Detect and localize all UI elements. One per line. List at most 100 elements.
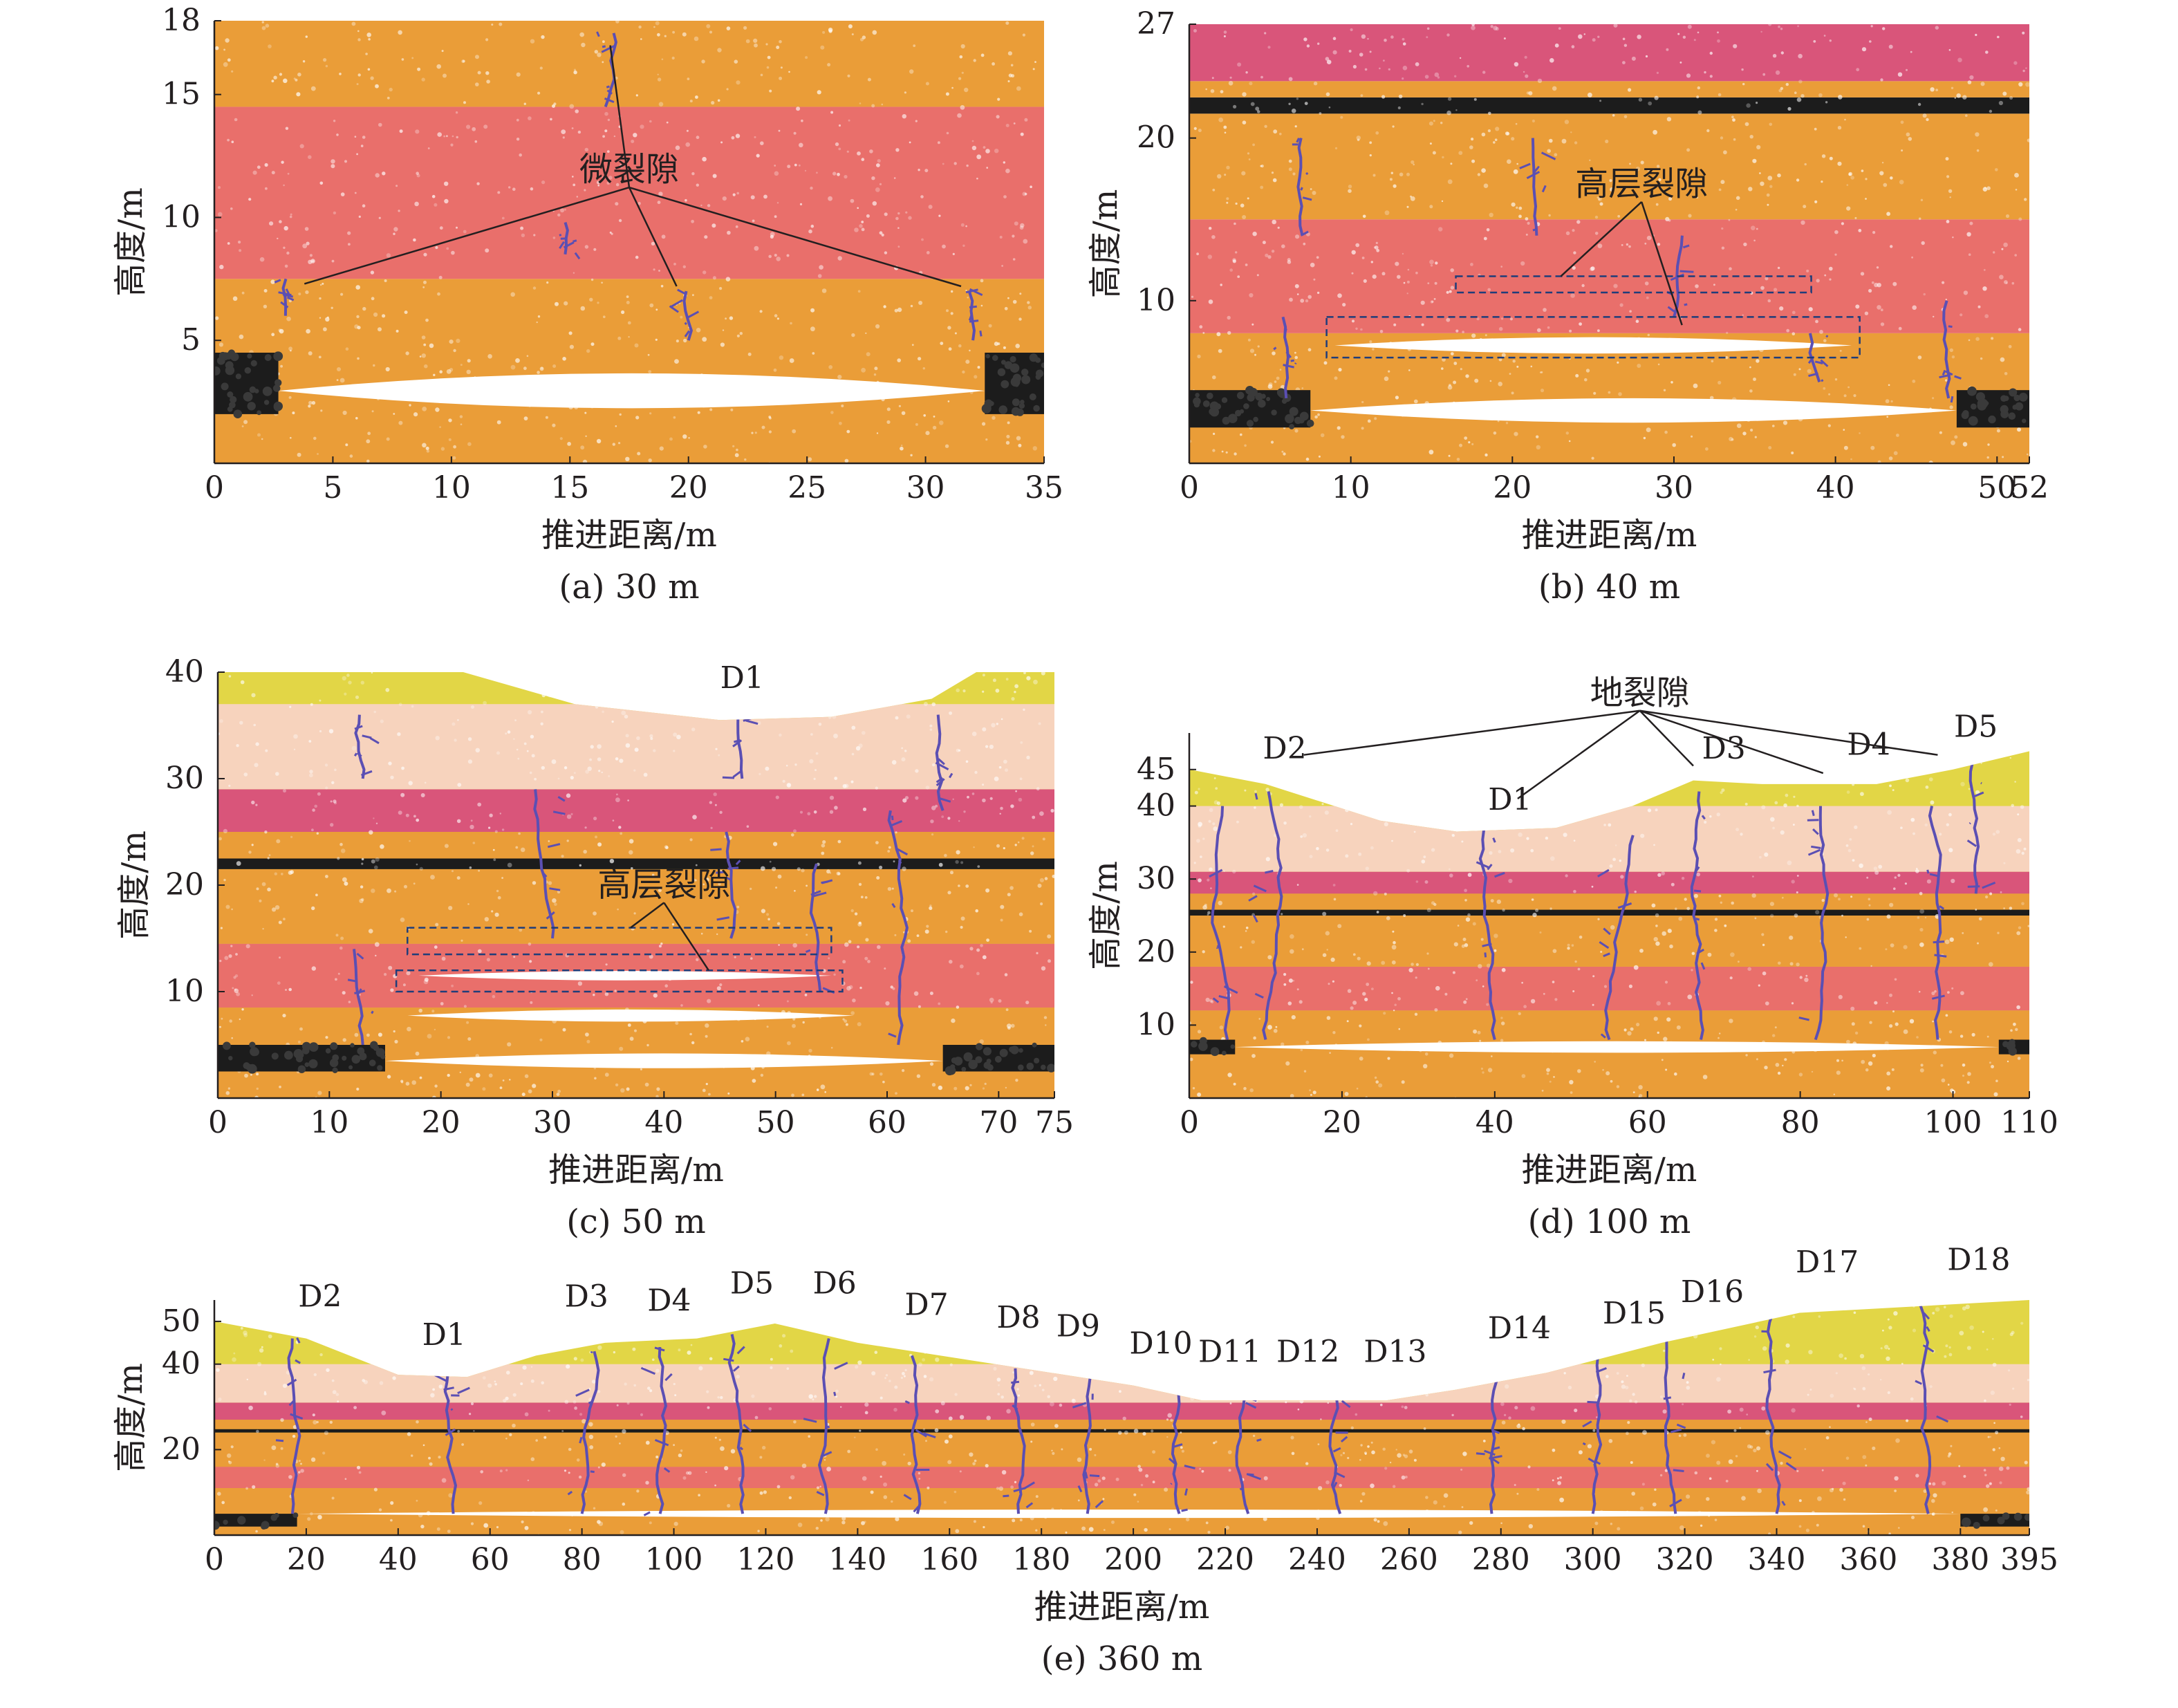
particle-speck xyxy=(354,192,357,194)
particle-speck xyxy=(1296,1391,1299,1395)
particle-speck xyxy=(317,453,319,455)
y-tick-label: 10 xyxy=(1137,1007,1175,1042)
particle-speck xyxy=(1718,188,1722,192)
particle-speck xyxy=(878,1340,883,1344)
particle-speck xyxy=(225,38,230,43)
particle-speck xyxy=(1375,1080,1379,1084)
y-tick-label: 18 xyxy=(162,3,201,38)
crack-branch xyxy=(1332,1447,1341,1453)
particle-speck xyxy=(812,1398,815,1401)
particle-speck xyxy=(924,1351,927,1354)
coal-pillar xyxy=(214,349,283,418)
particle-speck xyxy=(1030,851,1034,855)
particle-speck xyxy=(1731,438,1734,441)
particle-speck xyxy=(658,683,661,686)
particle-speck xyxy=(1896,434,1899,437)
particle-speck xyxy=(1441,200,1444,203)
particle-speck xyxy=(1577,967,1581,971)
particle-speck xyxy=(1190,981,1193,984)
particle-speck xyxy=(1151,1429,1154,1433)
particle-speck xyxy=(1442,792,1446,797)
particle-speck xyxy=(1742,431,1747,436)
particle-speck xyxy=(1395,396,1399,400)
panel-body xyxy=(218,672,1054,1098)
particle-speck xyxy=(775,795,779,799)
coal-particle xyxy=(1306,419,1314,427)
coal-particle xyxy=(284,1050,293,1060)
particle-speck xyxy=(1989,1061,1991,1064)
particle-speck xyxy=(1014,221,1018,226)
particle-speck xyxy=(219,960,222,963)
particle-speck xyxy=(826,1467,831,1472)
particle-speck xyxy=(1251,323,1254,326)
particle-speck xyxy=(1949,405,1953,409)
coal-particle xyxy=(239,1516,244,1521)
particle-speck xyxy=(282,1384,288,1389)
coal-particle xyxy=(963,1052,973,1061)
particle-speck xyxy=(573,68,577,71)
particle-speck xyxy=(891,887,894,890)
particle-speck xyxy=(653,993,658,998)
particle-speck xyxy=(967,296,969,299)
particle-speck xyxy=(357,357,360,360)
coal-particle xyxy=(247,1064,257,1074)
particle-speck xyxy=(1137,1501,1139,1503)
particle-speck xyxy=(1744,1315,1749,1319)
particle-speck xyxy=(2020,805,2025,809)
particle-speck xyxy=(564,301,568,306)
particle-speck xyxy=(413,882,416,885)
particle-speck xyxy=(1480,938,1484,941)
particle-speck xyxy=(1335,829,1339,833)
particle-speck xyxy=(1670,882,1675,887)
particle-speck xyxy=(1926,118,1929,122)
crack-branch xyxy=(1798,1017,1809,1021)
particle-speck xyxy=(1577,1069,1581,1073)
particle-speck xyxy=(1169,1528,1171,1530)
particle-speck xyxy=(651,241,655,246)
particle-speck xyxy=(387,1328,389,1330)
particle-speck xyxy=(1576,220,1581,224)
particle-speck xyxy=(691,1041,695,1045)
particle-speck xyxy=(1122,1416,1126,1420)
particle-speck xyxy=(1391,839,1393,842)
particle-speck xyxy=(1516,163,1518,165)
particle-speck xyxy=(595,835,597,839)
particle-speck xyxy=(528,709,532,715)
particle-speck xyxy=(475,82,479,86)
particle-speck xyxy=(773,842,778,846)
particle-speck xyxy=(573,1400,577,1404)
particle-speck xyxy=(1932,1482,1936,1486)
particle-speck xyxy=(865,332,867,335)
particle-speck xyxy=(2011,1330,2015,1335)
particle-speck xyxy=(636,736,640,741)
particle-speck xyxy=(1476,979,1478,982)
particle-speck xyxy=(1252,892,1256,895)
particle-speck xyxy=(1697,110,1702,115)
particle-speck xyxy=(1821,1469,1824,1472)
particle-speck xyxy=(796,106,801,111)
particle-speck xyxy=(1000,904,1005,909)
particle-speck xyxy=(1014,1480,1017,1483)
particle-speck xyxy=(959,55,963,59)
particle-speck xyxy=(875,324,880,329)
crack-branch xyxy=(1254,992,1264,999)
particle-speck xyxy=(1312,191,1316,195)
particle-speck xyxy=(1471,443,1474,445)
particle-speck xyxy=(1489,380,1492,382)
particle-speck xyxy=(546,675,549,678)
particle-speck xyxy=(388,761,392,765)
particle-speck xyxy=(730,1449,736,1454)
particle-speck xyxy=(915,423,918,426)
crack-branch xyxy=(286,296,295,301)
particle-speck xyxy=(290,835,293,838)
particle-speck xyxy=(675,145,680,150)
particle-speck xyxy=(767,918,770,921)
crack-branch xyxy=(567,1490,573,1496)
particle-speck xyxy=(608,1328,611,1331)
particle-speck xyxy=(1467,913,1471,917)
particle-speck xyxy=(1765,1430,1770,1435)
particle-speck xyxy=(1314,415,1318,419)
crack-branch xyxy=(979,331,983,337)
particle-speck xyxy=(626,1402,630,1405)
particle-speck xyxy=(463,101,466,104)
